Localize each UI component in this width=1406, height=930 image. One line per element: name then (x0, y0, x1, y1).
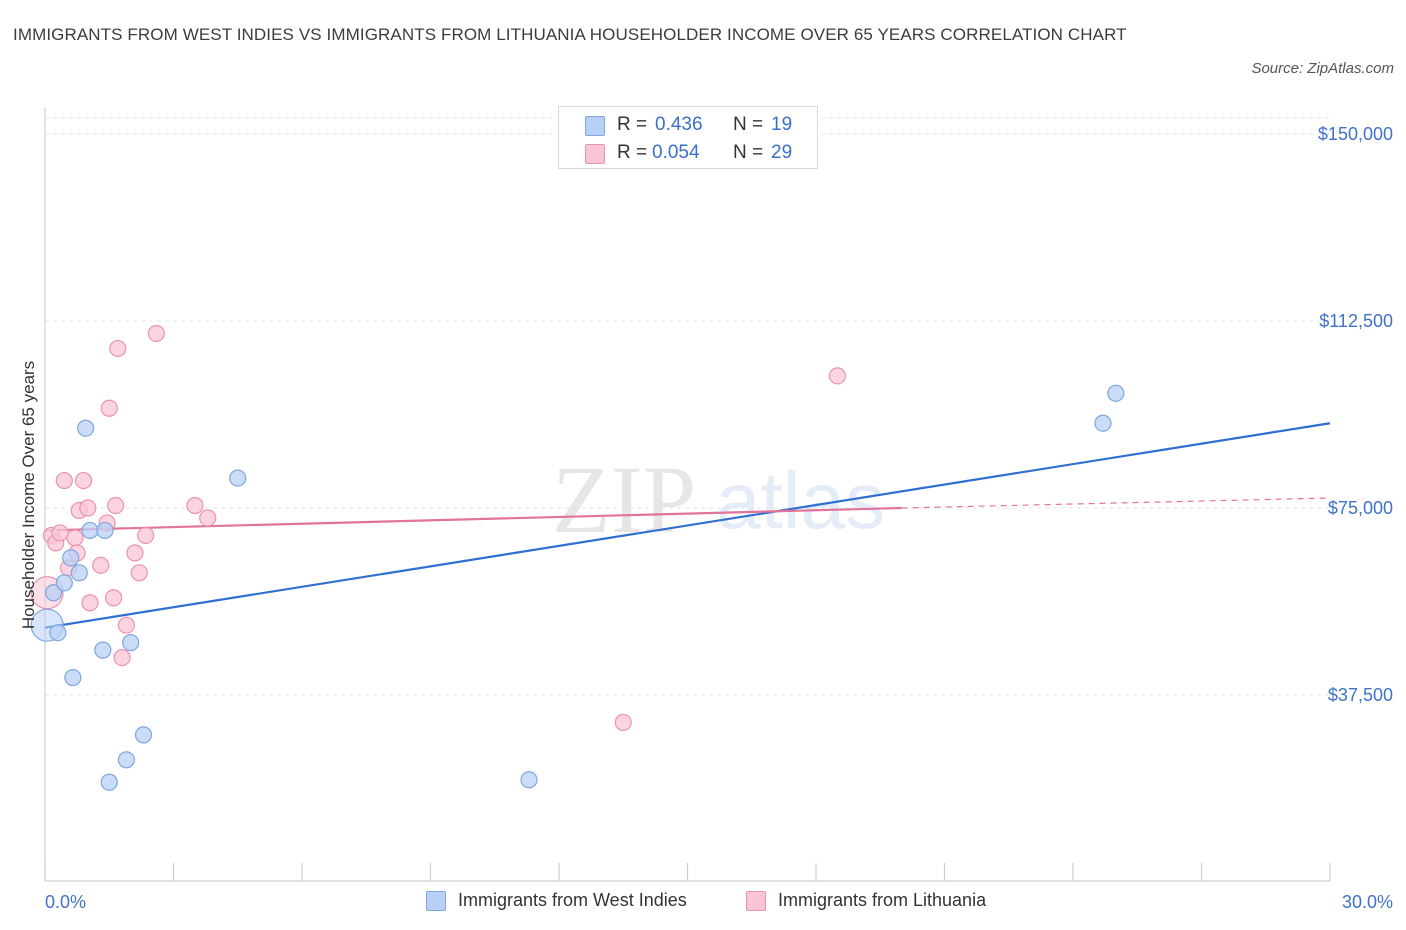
axes (44, 108, 1331, 882)
point-west-indies-16 (520, 771, 538, 789)
point-west-indies-13 (122, 634, 140, 652)
point-west-indies-11 (100, 773, 118, 791)
point-lithuania-14 (100, 399, 118, 417)
trend-lines (44, 422, 1331, 629)
point-lithuania-21 (130, 564, 148, 582)
point-lithuania-19 (117, 616, 135, 634)
point-lithuania-15 (104, 589, 123, 607)
point-lithuania-18 (113, 648, 131, 667)
point-lithuania-27 (828, 367, 847, 385)
point-lithuania-16 (107, 496, 125, 515)
n-value-lithuania: 29 (771, 142, 793, 163)
point-lithuania-6 (66, 529, 84, 547)
point-lithuania-3 (51, 524, 69, 542)
point-lithuania-25 (199, 509, 217, 527)
point-lithuania-11 (81, 594, 99, 612)
y-tick-label-2: $112,500 (1319, 311, 1393, 331)
r-value-lithuania: 0.054 (652, 142, 700, 163)
trend-line-west-indies (44, 422, 1331, 629)
point-lithuania-12 (92, 556, 110, 574)
point-lithuania-9 (74, 471, 93, 490)
point-west-indies-3 (55, 574, 73, 592)
point-west-indies-5 (64, 668, 82, 687)
chart-title: IMMIGRANTS FROM WEST INDIES VS IMMIGRANT… (13, 25, 1127, 44)
point-lithuania-10 (79, 499, 97, 517)
point-west-indies-18 (1107, 384, 1125, 402)
point-west-indies-1 (44, 584, 63, 602)
y-tick-label-1: $75,000 (1328, 498, 1393, 518)
point-west-indies-7 (77, 419, 95, 437)
trend-line-lithuania (44, 506, 902, 532)
n-label: N = (733, 142, 764, 163)
west-indies-swatch (585, 116, 605, 136)
point-lithuania-17 (109, 339, 127, 358)
point-west-indies-15 (229, 469, 247, 487)
point-lithuania-23 (147, 324, 165, 343)
grid-lines (45, 117, 1330, 696)
data-points (30, 324, 1125, 791)
west-indies-legend-swatch (426, 891, 446, 911)
y-tick-label-3: $150,000 (1318, 124, 1393, 144)
y-tick-label-0: $37,500 (1328, 685, 1393, 705)
watermark-zip: ZIP (552, 446, 696, 553)
lithuania-legend-swatch (746, 891, 766, 911)
point-lithuania-20 (126, 544, 144, 562)
point-west-indies-17 (1094, 414, 1112, 432)
source-label: Source: ZipAtlas.com (1251, 60, 1394, 77)
trend-line-lithuania-extension (901, 497, 1331, 509)
point-lithuania-24 (186, 496, 204, 515)
n-value-west-indies: 19 (771, 114, 793, 135)
lithuania-swatch (585, 144, 605, 164)
n-label: N = (733, 114, 764, 135)
tick-labels: $37,500 $75,000 $112,500 $150,000 0.0% 30.0% (45, 124, 1393, 912)
point-west-indies-10 (96, 521, 114, 540)
point-lithuania-4 (55, 471, 73, 490)
point-west-indies-9 (94, 641, 112, 659)
point-lithuania-26 (614, 713, 632, 732)
r-label: R = (617, 142, 648, 163)
r-value-west-indies: 0.436 (655, 114, 703, 135)
correlation-legend: R = 0.436 N = 19 R = 0.054 N = 29 (558, 106, 818, 169)
point-west-indies-2 (49, 624, 67, 642)
point-west-indies-14 (134, 726, 153, 744)
watermark-atlas: atlas (716, 456, 885, 545)
r-label: R = (617, 114, 648, 135)
point-west-indies-12 (117, 751, 135, 769)
y-axis-label: Householder Income Over 65 years (19, 361, 38, 629)
point-west-indies-8 (81, 521, 99, 540)
point-lithuania-22 (137, 526, 155, 545)
point-west-indies-6 (70, 564, 88, 582)
x-tick-label-0: 0.0% (45, 892, 86, 912)
legend-label-west-indies: Immigrants from West Indies (458, 890, 687, 910)
legend-label-lithuania: Immigrants from Lithuania (778, 890, 987, 910)
x-tick-label-1: 30.0% (1342, 892, 1393, 912)
point-west-indies-4 (62, 549, 80, 567)
